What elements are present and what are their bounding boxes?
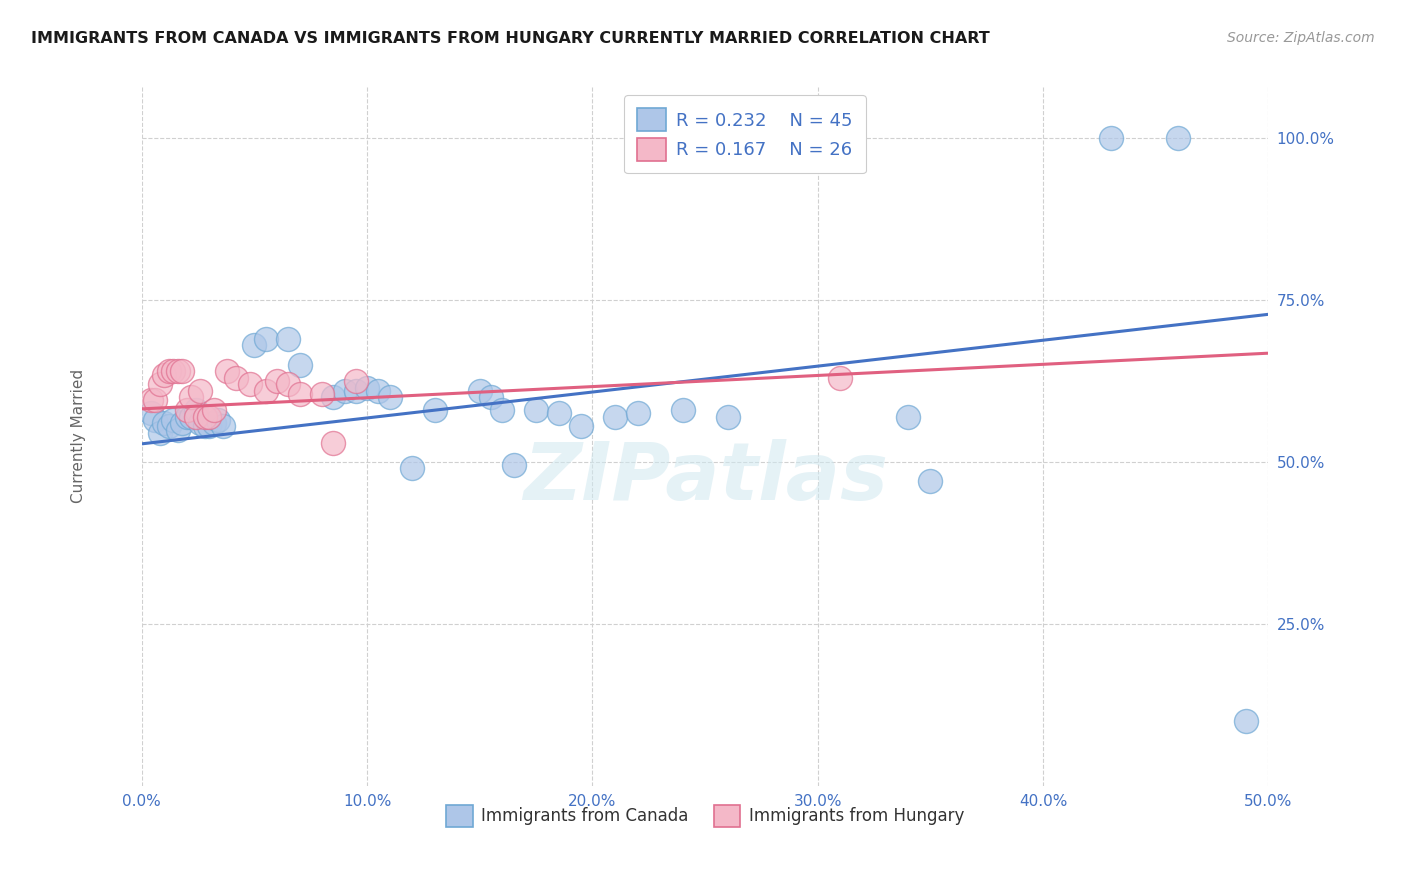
Point (569, 419, 592, 434)
Point (322, 390, 344, 404)
Point (190, 384, 212, 398)
Point (830, 371, 852, 385)
Y-axis label: Currently Married: Currently Married (72, 369, 86, 503)
Point (176, 403, 198, 417)
Point (243, 338, 266, 352)
Point (333, 384, 356, 398)
Point (479, 390, 502, 404)
Point (217, 364, 239, 378)
Point (626, 406, 648, 420)
Point (202, 416, 225, 430)
Point (717, 409, 740, 424)
Point (180, 390, 202, 404)
Point (603, 409, 626, 424)
Point (288, 358, 311, 372)
Point (162, 413, 184, 427)
Point (491, 403, 513, 417)
Point (143, 393, 166, 408)
Point (149, 425, 172, 440)
Point (139, 393, 162, 408)
Point (671, 403, 693, 417)
Point (920, 475, 942, 489)
Point (277, 332, 299, 346)
Point (172, 364, 194, 378)
Point (153, 368, 176, 382)
Point (367, 384, 389, 398)
Point (468, 384, 491, 398)
Point (184, 403, 207, 417)
Point (423, 403, 446, 417)
Point (180, 409, 202, 424)
Point (157, 419, 180, 434)
Point (212, 419, 235, 434)
Point (897, 409, 920, 424)
Point (311, 387, 333, 401)
Point (190, 416, 212, 430)
Point (207, 413, 229, 427)
Point (166, 364, 188, 378)
Point (198, 409, 221, 424)
Point (153, 416, 176, 430)
Point (1234, 714, 1257, 728)
Point (277, 377, 299, 392)
Point (166, 423, 188, 437)
Point (356, 380, 378, 394)
Point (194, 409, 217, 424)
Point (401, 461, 423, 475)
Point (1167, 131, 1189, 145)
Text: ZIPatlas: ZIPatlas (523, 439, 887, 517)
Point (139, 406, 162, 420)
Point (194, 419, 217, 434)
Point (524, 403, 547, 417)
Point (176, 409, 198, 424)
Text: Source: ZipAtlas.com: Source: ZipAtlas.com (1227, 31, 1375, 45)
Point (1099, 131, 1122, 145)
Point (162, 364, 184, 378)
Point (266, 374, 288, 388)
Point (344, 374, 367, 388)
Point (322, 435, 344, 450)
Point (157, 364, 180, 378)
Point (547, 406, 569, 420)
Point (502, 458, 524, 473)
Point (184, 409, 207, 424)
Point (254, 332, 277, 346)
Text: IMMIGRANTS FROM CANADA VS IMMIGRANTS FROM HUNGARY CURRENTLY MARRIED CORRELATION : IMMIGRANTS FROM CANADA VS IMMIGRANTS FRO… (31, 31, 990, 46)
Point (225, 371, 247, 385)
Point (143, 413, 166, 427)
Point (288, 387, 311, 401)
Point (202, 403, 225, 417)
Legend: Immigrants from Canada, Immigrants from Hungary: Immigrants from Canada, Immigrants from … (440, 798, 970, 833)
Point (344, 384, 367, 398)
Point (172, 416, 194, 430)
Point (254, 384, 277, 398)
Point (149, 377, 172, 392)
Point (378, 390, 401, 404)
Point (239, 377, 262, 392)
Point (198, 419, 221, 434)
